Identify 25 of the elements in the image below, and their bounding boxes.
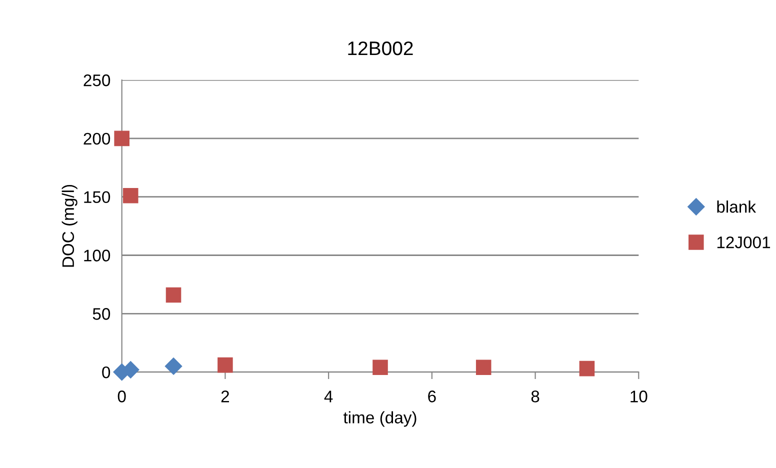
x-tick-label: 10: [630, 390, 648, 402]
point: [218, 357, 233, 373]
point: [372, 360, 388, 376]
x-axis-title: time (day): [343, 411, 416, 427]
point: [164, 358, 182, 375]
y-axis-title: DOC (mg/l): [62, 184, 78, 267]
point: [476, 360, 492, 376]
chart-title: 12B002: [348, 41, 413, 56]
x-tick-label: 0: [118, 390, 126, 402]
y-tick-label: 150: [84, 191, 110, 204]
y-tick-label: 200: [84, 132, 110, 145]
point: [579, 360, 595, 376]
y-tick-label: 250: [84, 74, 110, 86]
point: [114, 130, 130, 146]
x-tick-label: 6: [428, 390, 436, 402]
legend-label: blank: [717, 200, 756, 213]
y-tick-label: 0: [102, 366, 110, 378]
y-tick-label: 100: [84, 250, 110, 262]
x-tick-label: 8: [531, 390, 540, 402]
y-tick-label: 50: [92, 308, 110, 320]
point: [122, 188, 138, 204]
x-tick-label: 4: [324, 390, 333, 402]
point: [166, 287, 182, 303]
legend-label: 12J001: [717, 236, 770, 248]
x-tick-label: 2: [221, 390, 229, 402]
